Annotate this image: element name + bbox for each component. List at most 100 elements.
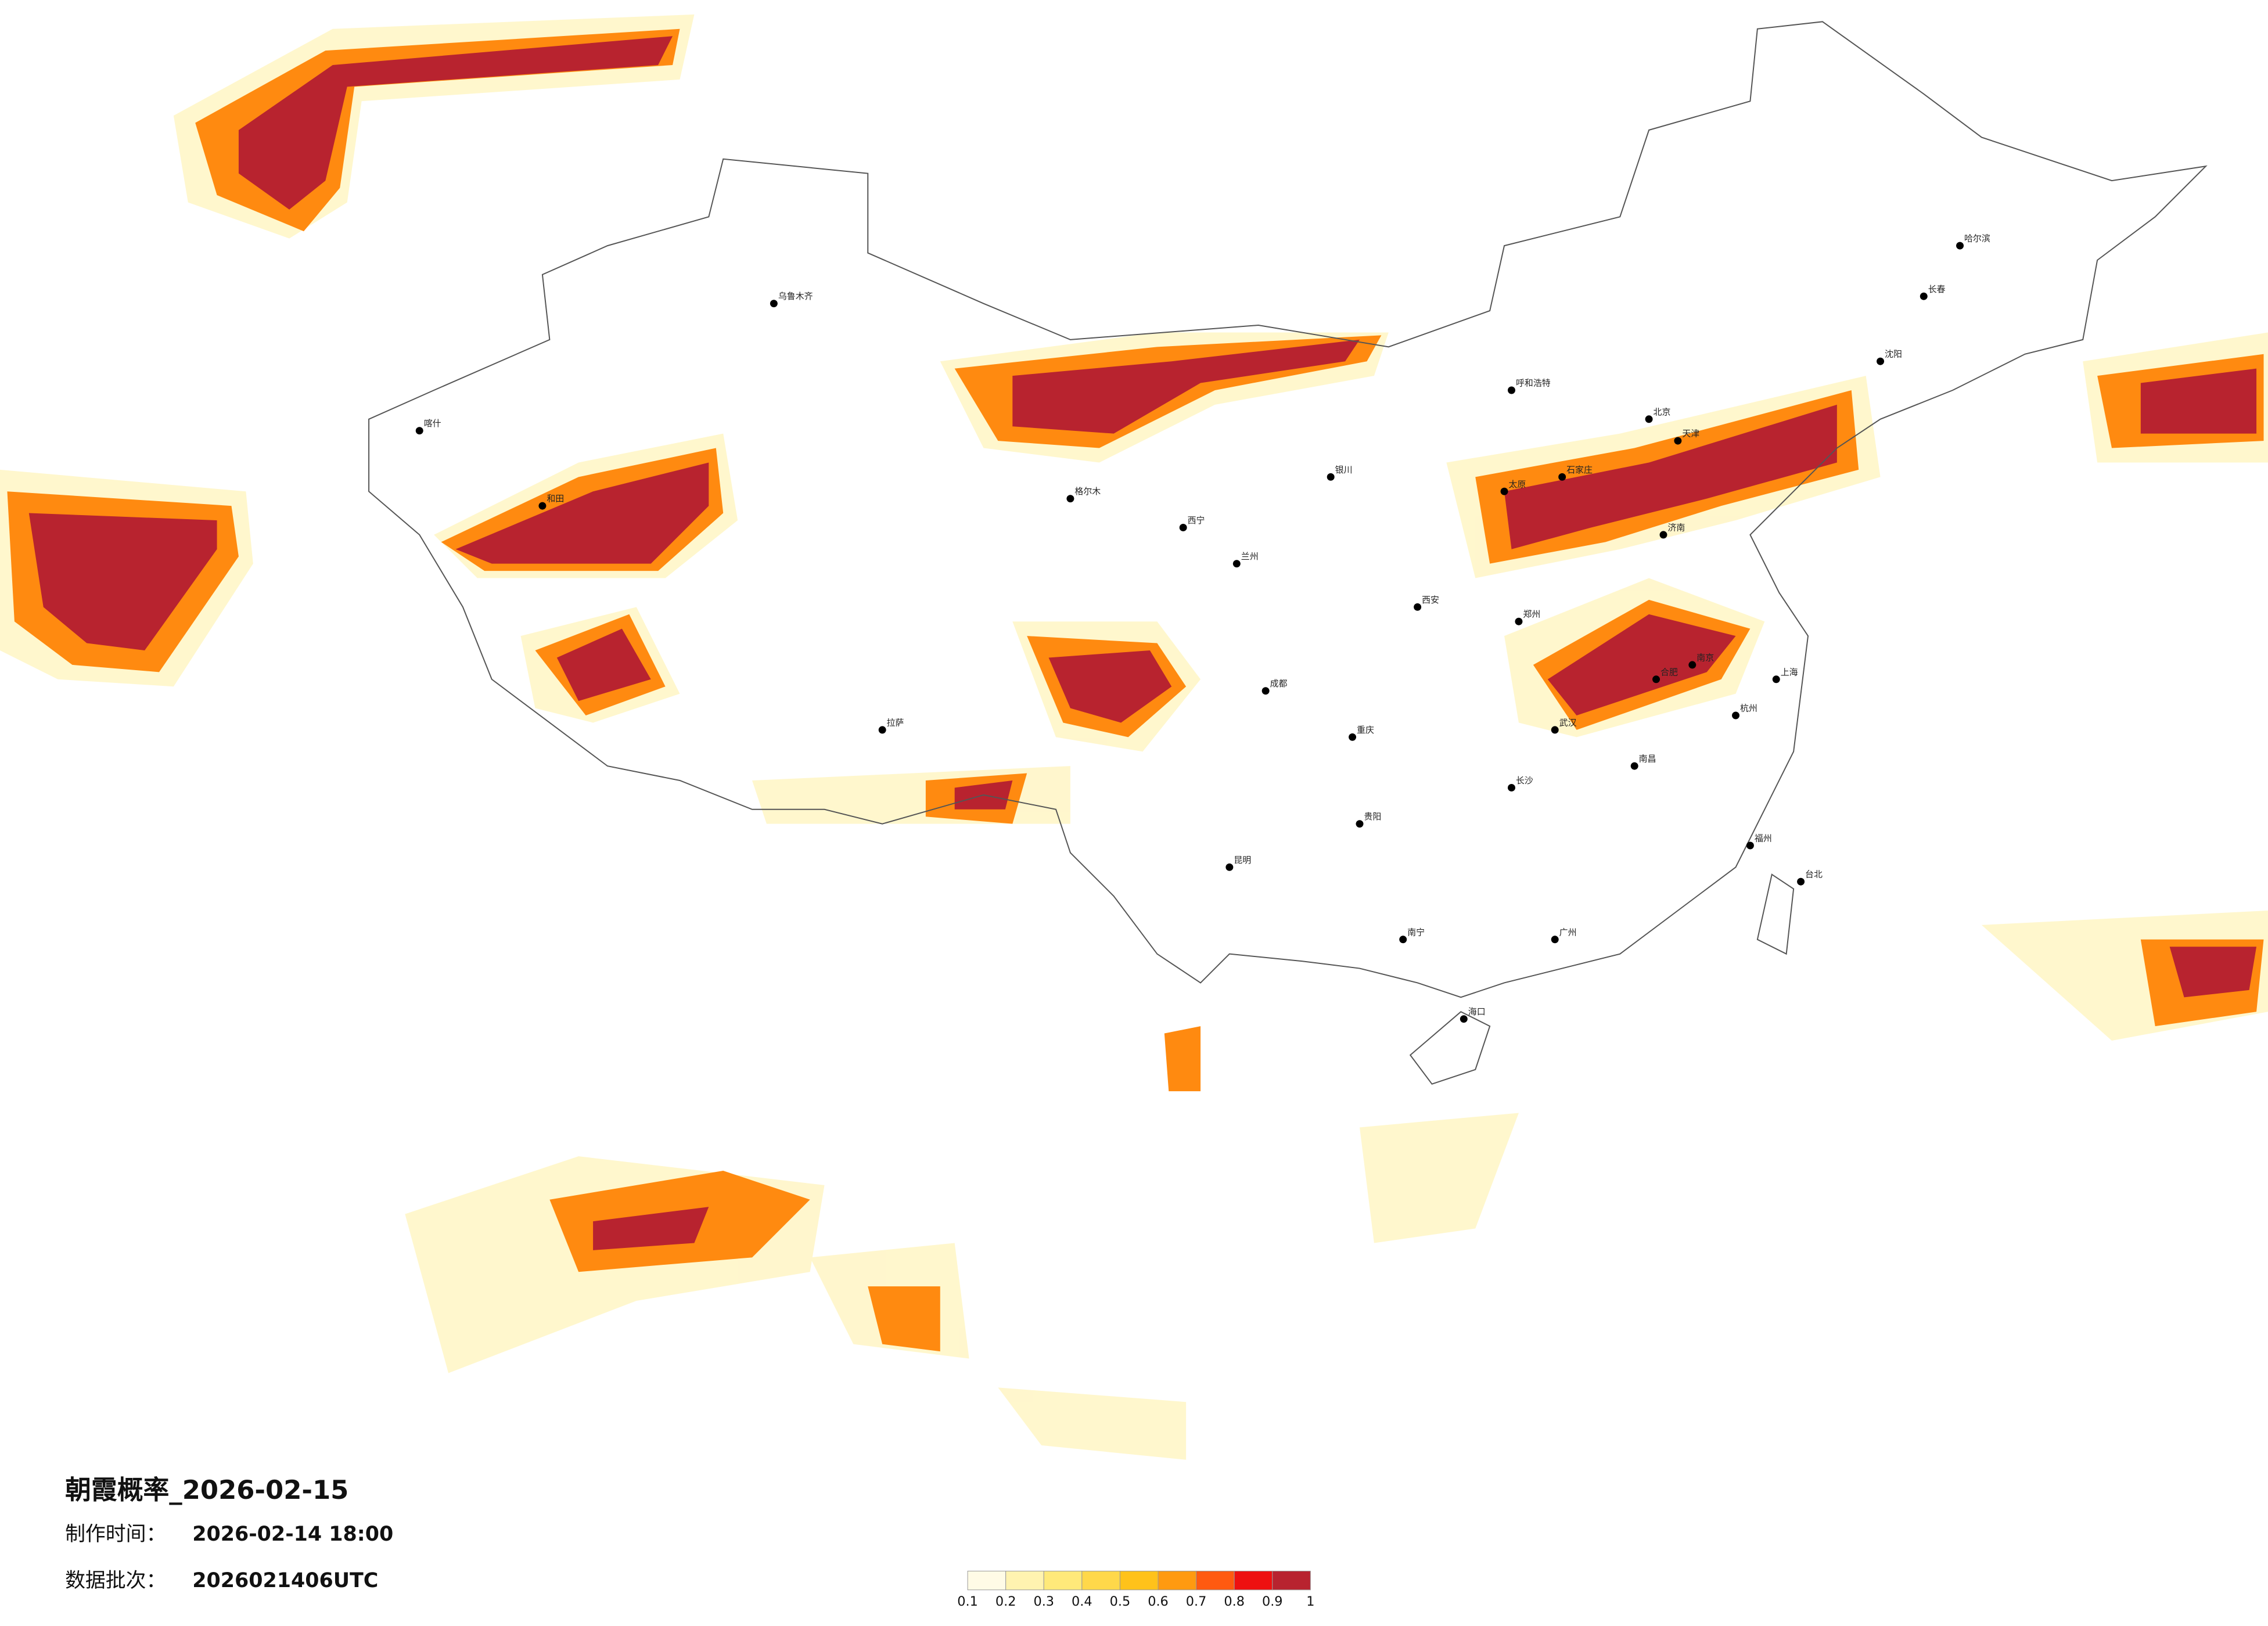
city-label: 沈阳 [1885,349,1902,359]
city-dot [1732,711,1739,720]
city-dot [1508,386,1515,394]
colorbar-swatch [967,1570,1007,1591]
city-label: 武汉 [1559,717,1577,728]
city-label: 台北 [1805,869,1823,880]
city-label: 哈尔滨 [1964,233,1990,244]
city-label: 喀什 [424,418,441,429]
city-label: 贵阳 [1364,811,1381,822]
city-dot [1797,877,1805,886]
city-dot [1508,783,1515,792]
city-dot [1551,936,1559,944]
city-dot [1356,820,1364,828]
city-label: 昆明 [1234,855,1251,865]
colorbar-swatch [1158,1570,1197,1591]
city-dot [770,300,778,308]
city-dot [1399,936,1407,944]
city-label: 长沙 [1516,775,1533,786]
city-dot [1558,473,1566,481]
city-label: 郑州 [1523,609,1540,620]
colorbar-tick-label: 0.3 [1033,1594,1054,1609]
colorbar-tick-label: 0.8 [1224,1594,1245,1609]
colorbar-swatch [1272,1570,1311,1591]
city-dot [1225,863,1234,871]
city-dot [1232,560,1241,568]
city-dot [1652,675,1660,684]
city-label: 长春 [1928,284,1946,294]
city-dot [1066,495,1074,503]
city-label: 西安 [1422,595,1439,605]
city-dot [1688,661,1696,669]
colorbar-tick-label: 0.1 [957,1594,978,1609]
colorbar: 0.1 0.2 0.3 0.4 0.5 0.6 0.7 0.8 0.9 1 [957,1570,1314,1609]
city-dot [1515,617,1523,625]
city-dot [1630,762,1638,770]
city-dot [1645,415,1653,423]
city-label: 乌鲁木齐 [778,291,813,301]
city-label: 重庆 [1357,725,1374,735]
city-label: 海口 [1468,1006,1486,1017]
city-label: 南昌 [1639,754,1656,764]
made-time: 2026-02-14 18:00 [192,1523,393,1546]
batch: 2026021406UTC [192,1569,378,1592]
city-dot [1460,1015,1468,1023]
batch-label: 数据批次： [65,1569,166,1592]
city-label: 天津 [1682,429,1699,439]
city-label: 济南 [1667,522,1685,533]
colorbar-swatch [1043,1570,1083,1591]
city-label: 上海 [1781,667,1798,677]
city-label: 呼和浩特 [1516,378,1551,388]
city-dot [1659,531,1667,539]
city-dot [1500,487,1508,495]
city-dot [1877,357,1885,365]
city-label: 拉萨 [887,717,904,728]
city-label: 合肥 [1660,667,1678,677]
city-dot [415,427,423,435]
city-dot [1956,242,1964,250]
city-dot [1179,523,1187,531]
city-dot [1551,726,1559,734]
city-label: 杭州 [1740,703,1757,714]
colorbar-tick-label: 1 [1306,1594,1314,1609]
colorbar-swatch [1234,1570,1273,1591]
city-label: 北京 [1654,406,1671,417]
city-label: 太原 [1509,479,1526,490]
high-probability [28,36,2257,1250]
city-dot [1261,687,1270,695]
city-dot [878,726,886,734]
city-label: 福州 [1755,833,1772,844]
city-dot [538,502,547,510]
city-dot [1349,733,1357,741]
city-dot [1674,437,1682,445]
city-dot [1327,473,1335,481]
colorbar-swatch [1005,1570,1044,1591]
colorbar-tick-label: 0.6 [1148,1594,1169,1609]
city-label: 南京 [1696,652,1714,663]
colorbar-tick-label: 0.5 [1110,1594,1131,1609]
city-label: 石家庄 [1566,465,1593,475]
colorbar-swatch [1119,1570,1159,1591]
city-dot [1746,841,1754,850]
colorbar-tick-label: 0.4 [1072,1594,1092,1609]
colorbar-tick-label: 0.7 [1186,1594,1207,1609]
colorbar-swatch [1196,1570,1235,1591]
city-dot [1920,292,1928,300]
city-dot [1414,603,1422,611]
city-label: 广州 [1559,927,1577,937]
probability-field [0,14,2268,1460]
colorbar-tick-label: 0.2 [995,1594,1016,1609]
city-label: 成都 [1270,678,1288,689]
low-probability [0,14,2268,1460]
city-label: 和田 [547,494,564,504]
made-label: 制作时间： [65,1523,166,1546]
city-label: 兰州 [1241,551,1259,562]
colorbar-swatch [1081,1570,1120,1591]
city-label: 南宁 [1407,927,1425,937]
country-outline [368,21,2208,1085]
colorbar-tick-label: 0.9 [1262,1594,1283,1609]
city-label: 银川 [1335,465,1353,475]
map-title: 朝霞概率_2026-02-15 [65,1474,348,1505]
city-label: 西宁 [1188,515,1205,526]
